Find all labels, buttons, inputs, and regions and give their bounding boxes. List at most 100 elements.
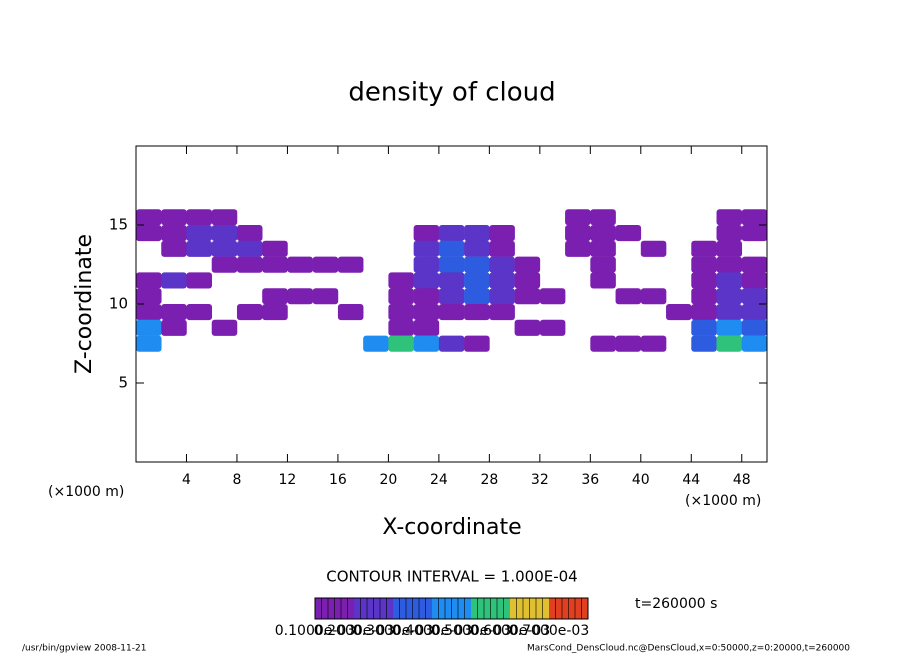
cloud-cell [211, 240, 238, 257]
cloud-cell [262, 256, 288, 273]
cloud-cell [438, 304, 465, 321]
cloud-cell [741, 256, 768, 273]
cloud-cell [464, 240, 490, 257]
cloud-cell [287, 288, 313, 305]
colorbar-label: 0.4000e-03 [392, 623, 472, 639]
cloud-cell [741, 335, 768, 352]
cloud-cell [691, 256, 717, 273]
cloud-cell [666, 304, 692, 321]
cloud-cell [236, 304, 263, 321]
cloud-cell [413, 225, 440, 242]
cloud-cell [161, 304, 187, 321]
cloud-cell [438, 240, 465, 257]
cloud-cell [716, 256, 743, 273]
cloud-cell [337, 304, 364, 321]
y-tick-label: 5 [118, 374, 128, 392]
cloud-cell [716, 319, 743, 336]
time-label: t=260000 s [635, 596, 717, 612]
x-tick-label: 4 [182, 472, 191, 488]
cloud-cell [388, 304, 414, 321]
cloud-cell [539, 288, 566, 305]
x-tick-label: 44 [682, 472, 700, 488]
cloud-cell [262, 240, 288, 257]
cloud-cell [161, 319, 187, 336]
cloud-cell [136, 288, 162, 305]
contour-interval: CONTOUR INTERVAL = 1.000E-04 [326, 568, 577, 586]
cloud-cell [691, 335, 717, 352]
cloud-cell [489, 225, 515, 242]
x-tick-label: 12 [279, 472, 297, 488]
cloud-cell [186, 240, 213, 257]
cloud-cell [413, 288, 440, 305]
y-tick-label: 10 [109, 295, 128, 313]
cloud-cell [489, 288, 515, 305]
cloud-cell [136, 319, 162, 336]
cloud-cell [161, 272, 187, 289]
cloud-cell [186, 225, 213, 242]
cloud-cell [438, 288, 465, 305]
cloud-cell [615, 288, 642, 305]
cloud-cell [262, 288, 288, 305]
cloud-cell [438, 256, 465, 273]
cloud-cell [312, 288, 339, 305]
cloud-cell [236, 240, 263, 257]
colorbar-label: 0.3000e-03 [353, 623, 433, 639]
cloud-cell [211, 256, 238, 273]
x-tick-label: 36 [581, 472, 599, 488]
cloud-cell [741, 272, 768, 289]
cloud-cell [590, 256, 616, 273]
cloud-cell [438, 272, 465, 289]
cloud-cell [464, 272, 490, 289]
cloud-cell [514, 319, 541, 336]
cloud-cell [388, 319, 414, 336]
cloud-cell [438, 225, 465, 242]
colorbar-label: 0.2000e-03 [314, 623, 394, 639]
cloud-cell [489, 272, 515, 289]
cloud-cell [691, 272, 717, 289]
cloud-cell [716, 240, 743, 257]
cloud-cell [161, 209, 187, 226]
cloud-cell [514, 272, 541, 289]
cloud-cell [691, 319, 717, 336]
x-tick-label: 20 [379, 472, 397, 488]
cloud-cell [640, 240, 667, 257]
cloud-cell [438, 335, 465, 352]
cloud-cell [413, 240, 440, 257]
cloud-cell [716, 304, 743, 321]
cloud-cell [640, 335, 667, 352]
cloud-cell [565, 209, 591, 226]
x-tick-label: 8 [232, 472, 241, 488]
cloud-cell [136, 335, 162, 352]
cloud-cell [136, 272, 162, 289]
x-axis-label: X-coordinate [382, 515, 521, 540]
cloud-cell [640, 288, 667, 305]
cloud-cell [691, 304, 717, 321]
cloud-cell [464, 304, 490, 321]
cloud-cell [186, 272, 213, 289]
x-tick-label: 28 [480, 472, 498, 488]
cloud-cell [489, 256, 515, 273]
cloud-cell [211, 225, 238, 242]
cloud-cell [590, 225, 616, 242]
cloud-cell [741, 209, 768, 226]
cloud-cell [716, 335, 743, 352]
cloud-cell [464, 335, 490, 352]
cloud-cell [363, 335, 389, 352]
cloud-cell [464, 225, 490, 242]
cloud-cell [565, 240, 591, 257]
cloud-cell [413, 335, 440, 352]
x-tick-label: 16 [329, 472, 347, 488]
cloud-cell [211, 319, 238, 336]
cloud-cell [741, 319, 768, 336]
cloud-cell [287, 256, 313, 273]
x-tick-label: 32 [531, 472, 549, 488]
cloud-cell [691, 288, 717, 305]
cloud-cell [590, 209, 616, 226]
y-unit: (×1000 m) [48, 484, 124, 500]
cloud-cell [489, 304, 515, 321]
cloud-cell [489, 240, 515, 257]
cloud-cell [413, 319, 440, 336]
colorbar-label: 0.7000e-03 [509, 623, 589, 639]
cloud-cell [337, 256, 364, 273]
